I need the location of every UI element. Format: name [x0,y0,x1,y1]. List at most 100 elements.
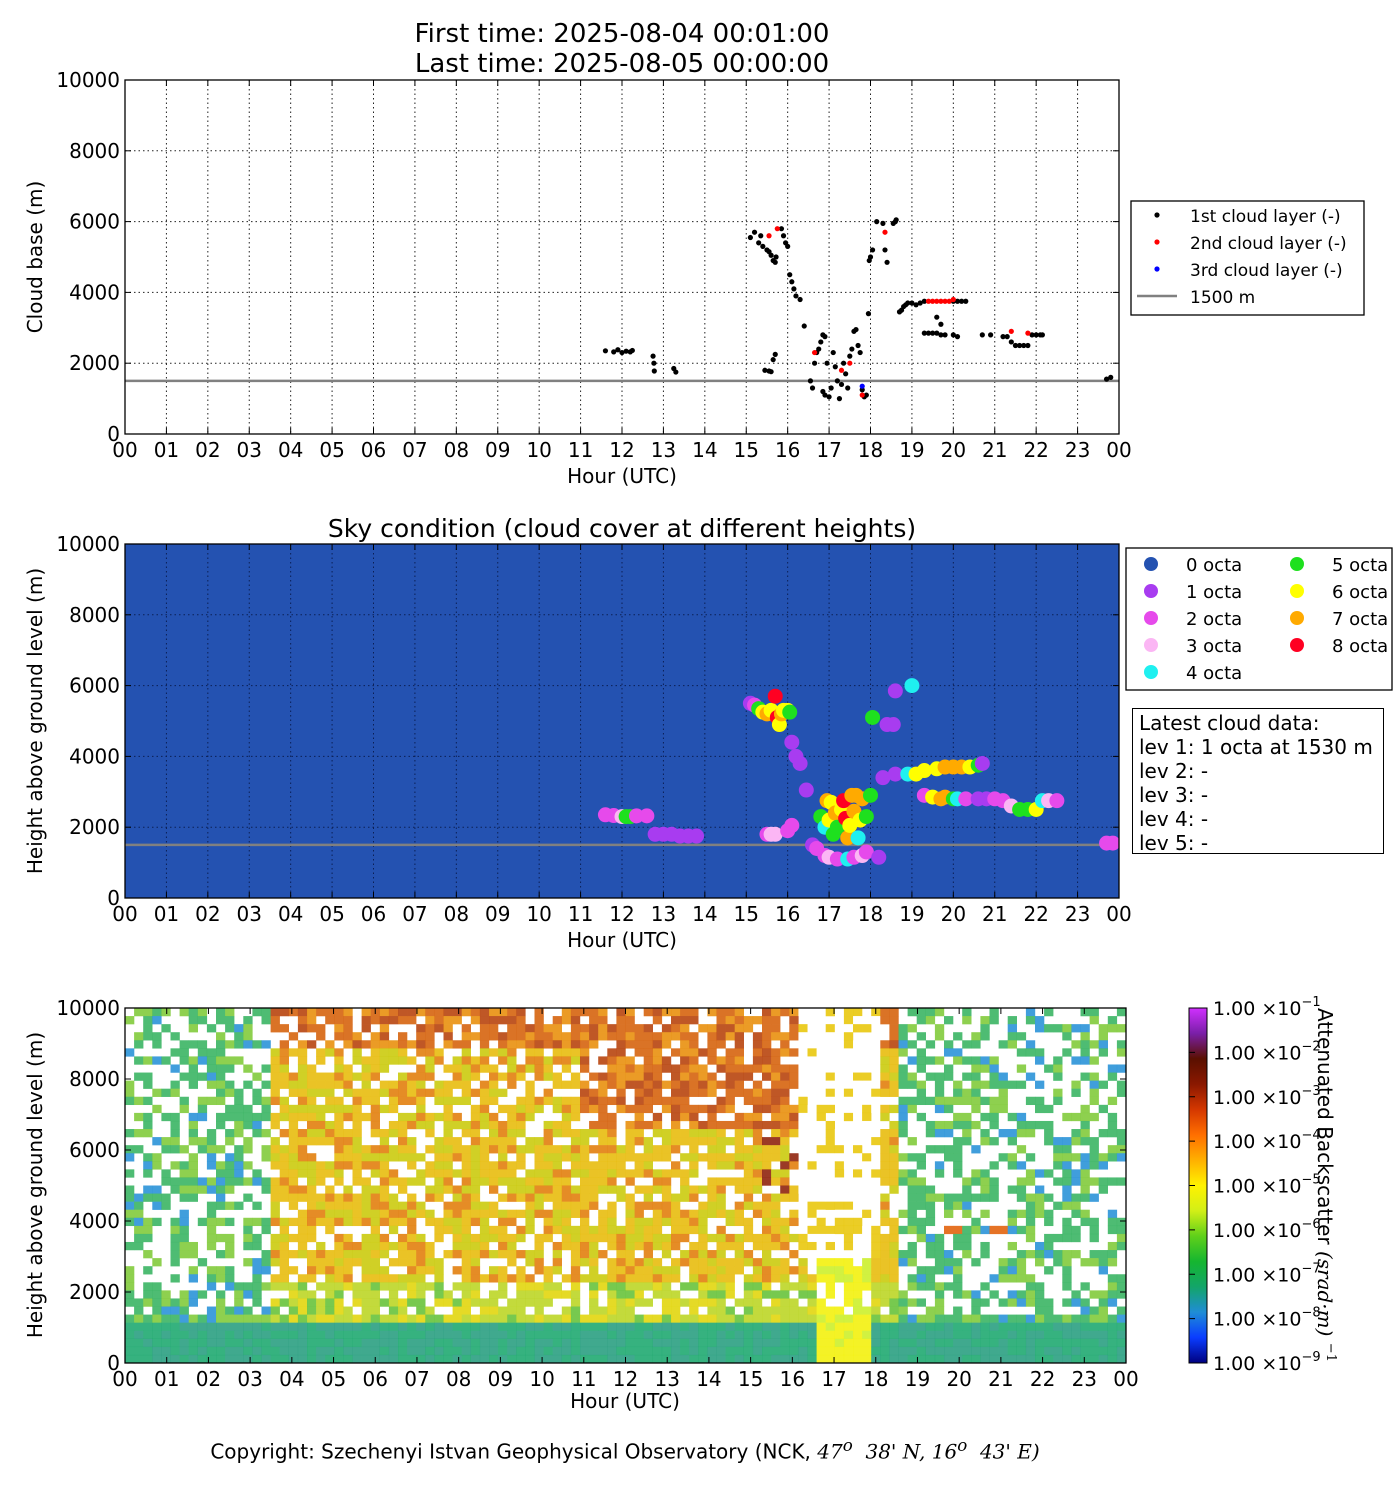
lon-deg: 16 [931,1439,958,1464]
backscatter-cell [1098,1314,1108,1323]
backscatter-cell [916,1282,926,1291]
backscatter-cell [661,1354,672,1363]
backscatter-cell [971,1056,981,1065]
backscatter-cell [216,1185,226,1194]
backscatter-cell [825,1129,835,1138]
backscatter-cell [361,1024,371,1033]
backscatter-cell [407,1112,417,1122]
backscatter-cell [807,1056,817,1065]
backscatter-cell [589,1322,599,1331]
backscatter-cell [152,1032,162,1041]
backscatter-cell [689,1217,699,1227]
backscatter-cell [498,1250,508,1259]
backscatter-cell [407,1016,417,1025]
backscatter-cell [707,1088,717,1097]
backscatter-cell [543,1120,553,1130]
backscatter-cell [862,1338,872,1348]
backscatter-cell [807,1201,817,1210]
backscatter-cell [270,1201,280,1210]
backscatter-cell [689,1120,699,1130]
backscatter-cell [752,1338,763,1348]
backscatter-cell [479,1096,490,1106]
backscatter-cell [270,1258,280,1267]
backscatter-cell [771,1137,781,1146]
backscatter-cell [934,1096,945,1106]
backscatter-cell [1007,1153,1017,1162]
backscatter-cell [507,1217,517,1227]
backscatter-cell [398,1048,408,1057]
backscatter-cell [279,1330,289,1339]
cloud-base-point [818,339,824,345]
backscatter-cell [762,1008,772,1017]
backscatter-cell [734,1346,744,1356]
backscatter-cell [1071,1354,1081,1363]
backscatter-cell [989,1354,999,1363]
backscatter-cell [898,1024,908,1033]
backscatter-cell [616,1104,626,1114]
backscatter-cell [216,1008,226,1017]
backscatter-cell [661,1298,672,1307]
backscatter-cell [589,1225,599,1235]
backscatter-cell [798,1346,808,1356]
backscatter-cell [1016,1112,1027,1122]
backscatter-cell [889,1241,899,1251]
backscatter-cell [953,1169,963,1178]
backscatter-cell [989,1225,999,1235]
backscatter-cell [325,1322,335,1331]
backscatter-cell [261,1282,271,1291]
backscatter-cell [1080,1112,1090,1122]
backscatter-cell [388,1298,399,1307]
backscatter-cell [234,1120,244,1130]
backscatter-cell [580,1064,590,1073]
backscatter-cell [689,1056,699,1065]
backscatter-cell [825,1241,835,1251]
backscatter-cell [552,1217,562,1227]
legend-marker [1154,239,1160,245]
backscatter-cell [125,1274,135,1283]
backscatter-cell [489,1185,499,1194]
backscatter-cell [953,1145,963,1154]
backscatter-cell [707,1322,717,1331]
backscatter-cell [607,1129,617,1138]
backscatter-cell [534,1016,544,1025]
backscatter-cell [452,1145,462,1154]
backscatter-cell [225,1129,235,1138]
backscatter-cell [944,1322,954,1331]
backscatter-cell [953,1354,963,1363]
backscatter-cell [443,1314,453,1323]
backscatter-cell [334,1338,344,1348]
backscatter-cell [134,1354,144,1363]
backscatter-cell [225,1185,235,1194]
backscatter-cell [589,1120,599,1130]
cloud-base-point [884,259,890,265]
backscatter-cell [743,1282,754,1291]
backscatter-cell [934,1169,945,1178]
backscatter-cell [843,1096,854,1106]
backscatter-cell [343,1024,353,1033]
backscatter-cell [270,1185,280,1194]
y-axis-label: Height above ground level (m) [23,1032,47,1338]
backscatter-cell [543,1153,553,1162]
backscatter-cell [634,1064,644,1073]
backscatter-cell [452,1153,462,1162]
backscatter-cell [179,1346,189,1356]
backscatter-cell [1062,1048,1072,1057]
backscatter-cell [798,1056,808,1065]
backscatter-cell [871,1290,881,1299]
backscatter-cell [379,1088,390,1097]
backscatter-cell [325,1346,335,1356]
y-tick-label: 10000 [56,68,120,92]
backscatter-cell [234,1161,244,1170]
backscatter-cell [297,1048,308,1057]
backscatter-cell [862,1169,872,1178]
backscatter-cell [525,1048,535,1057]
backscatter-cell [752,1129,763,1138]
backscatter-cell [398,1322,408,1331]
backscatter-cell [780,1048,790,1057]
backscatter-cell [188,1322,198,1331]
backscatter-cell [743,1250,754,1259]
backscatter-cell [671,1129,681,1138]
backscatter-cell [580,1322,590,1331]
backscatter-cell [325,1080,335,1089]
backscatter-cell [316,1201,326,1210]
